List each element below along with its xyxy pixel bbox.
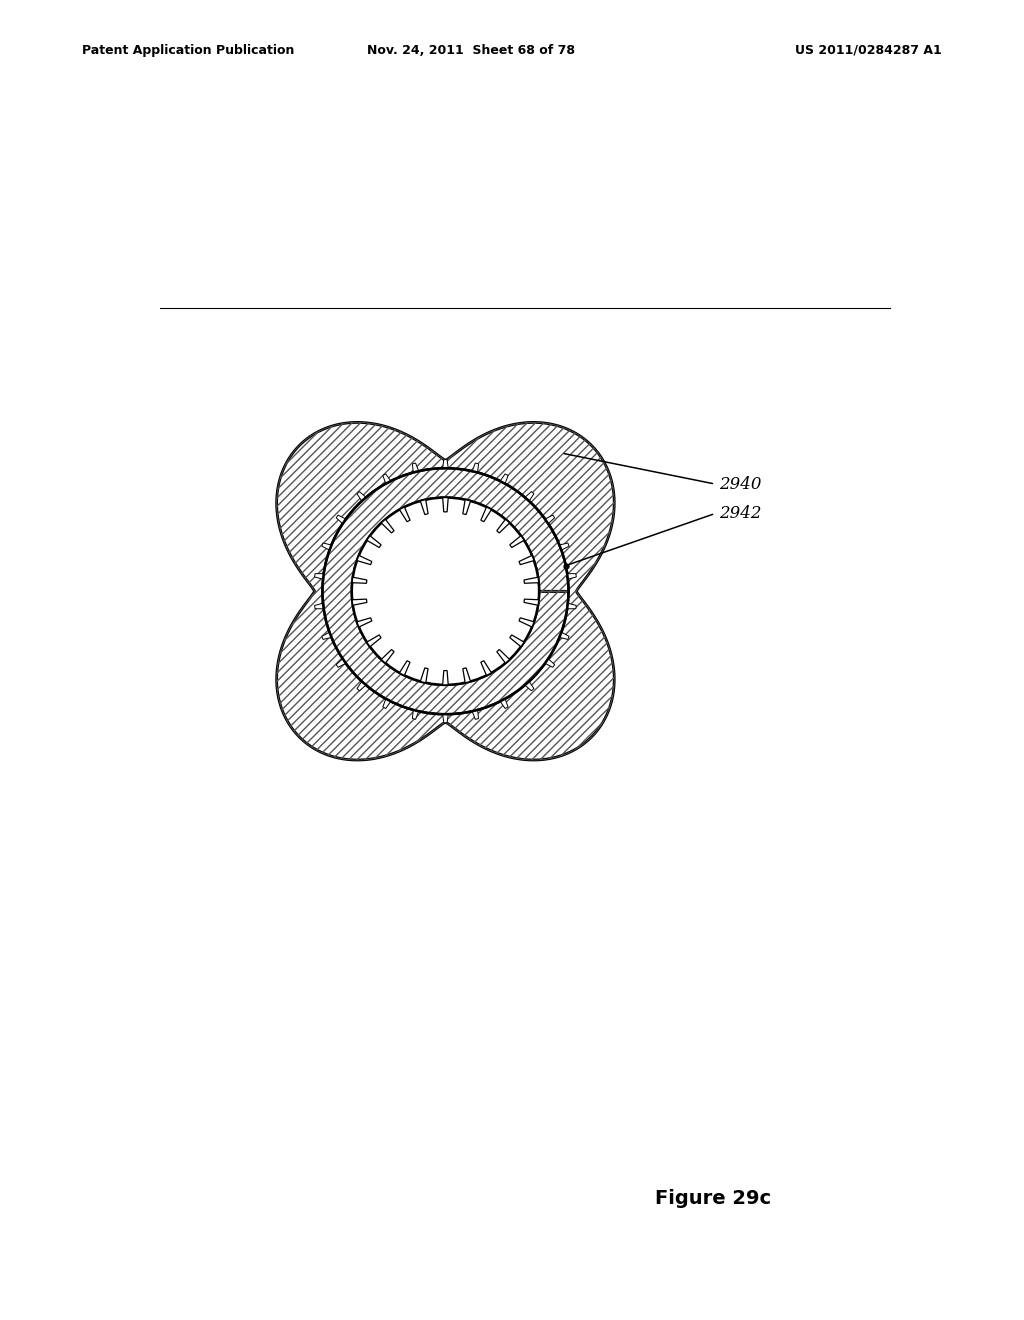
Text: Figure 29c: Figure 29c [655,1189,771,1208]
Polygon shape [472,710,478,719]
Polygon shape [463,668,471,682]
Polygon shape [336,515,346,524]
Polygon shape [500,698,508,709]
Polygon shape [525,681,534,690]
Polygon shape [463,499,471,515]
Circle shape [323,469,568,714]
Polygon shape [519,556,534,565]
Polygon shape [413,710,419,719]
Polygon shape [383,698,391,709]
Polygon shape [510,536,524,548]
Polygon shape [559,632,569,639]
Polygon shape [497,519,510,533]
Polygon shape [524,599,539,606]
Polygon shape [276,422,614,760]
Polygon shape [357,618,372,627]
Polygon shape [413,463,419,473]
Polygon shape [567,574,577,579]
Polygon shape [383,474,391,483]
Polygon shape [472,463,478,473]
Polygon shape [367,635,381,647]
Polygon shape [442,459,449,469]
Polygon shape [367,536,381,548]
Polygon shape [481,661,492,676]
Polygon shape [314,603,324,609]
Text: Patent Application Publication: Patent Application Publication [82,44,294,57]
Polygon shape [323,469,568,714]
Polygon shape [381,649,394,663]
Circle shape [364,510,527,673]
Polygon shape [420,668,428,682]
Polygon shape [314,574,324,579]
Polygon shape [336,659,346,668]
Polygon shape [545,659,555,668]
Polygon shape [399,661,410,676]
Polygon shape [442,671,449,685]
Polygon shape [357,556,372,565]
Polygon shape [381,519,394,533]
Polygon shape [559,543,569,550]
Polygon shape [442,498,449,512]
Polygon shape [442,714,449,723]
Polygon shape [519,618,534,627]
Text: Nov. 24, 2011  Sheet 68 of 78: Nov. 24, 2011 Sheet 68 of 78 [367,44,575,57]
Polygon shape [322,543,332,550]
Polygon shape [322,632,332,639]
Polygon shape [420,499,428,515]
Text: US 2011/0284287 A1: US 2011/0284287 A1 [796,44,942,57]
Polygon shape [399,507,410,521]
Polygon shape [545,515,555,524]
Polygon shape [524,577,539,583]
Text: 2940: 2940 [719,475,762,492]
Polygon shape [481,507,492,521]
Polygon shape [510,635,524,647]
Polygon shape [525,491,534,502]
Text: 2942: 2942 [719,506,762,521]
Polygon shape [352,599,367,606]
Polygon shape [352,577,367,583]
Polygon shape [567,603,577,609]
Polygon shape [500,474,508,483]
Circle shape [352,498,539,685]
Polygon shape [497,649,510,663]
Polygon shape [357,491,366,502]
Polygon shape [357,681,366,690]
